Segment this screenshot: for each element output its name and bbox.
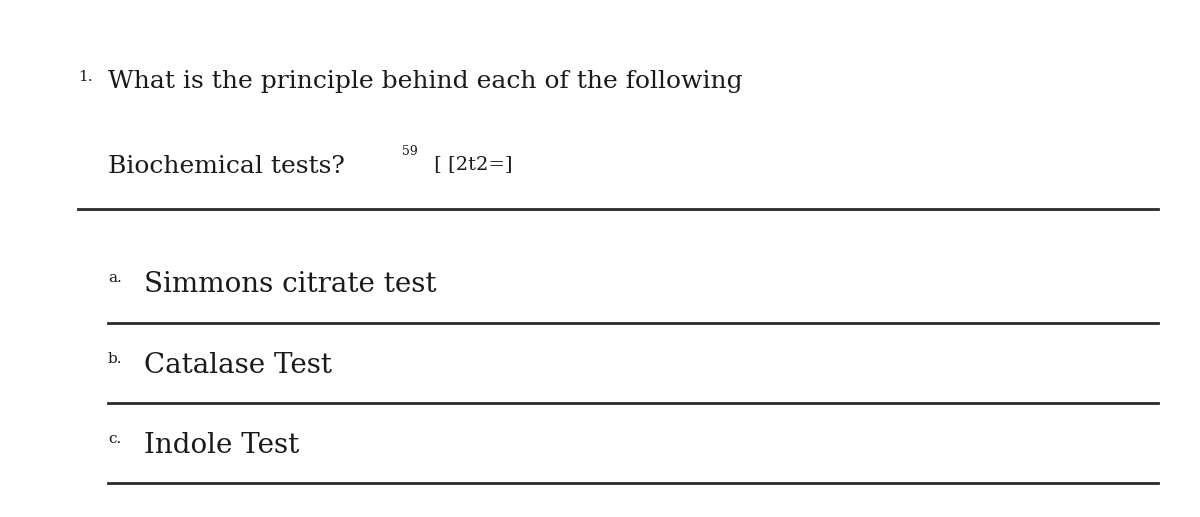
Text: [ [2t2=]: [ [2t2=] bbox=[428, 155, 512, 173]
Text: b.: b. bbox=[108, 352, 122, 366]
Text: What is the principle behind each of the following: What is the principle behind each of the… bbox=[108, 70, 743, 93]
Text: 1.: 1. bbox=[78, 70, 92, 84]
Text: 59: 59 bbox=[402, 145, 418, 158]
Text: Biochemical tests?: Biochemical tests? bbox=[108, 155, 344, 178]
Text: a.: a. bbox=[108, 271, 121, 285]
Text: c.: c. bbox=[108, 432, 121, 446]
Text: Catalase Test: Catalase Test bbox=[144, 352, 332, 378]
Text: Indole Test: Indole Test bbox=[144, 432, 299, 459]
Text: Simmons citrate test: Simmons citrate test bbox=[144, 271, 437, 298]
